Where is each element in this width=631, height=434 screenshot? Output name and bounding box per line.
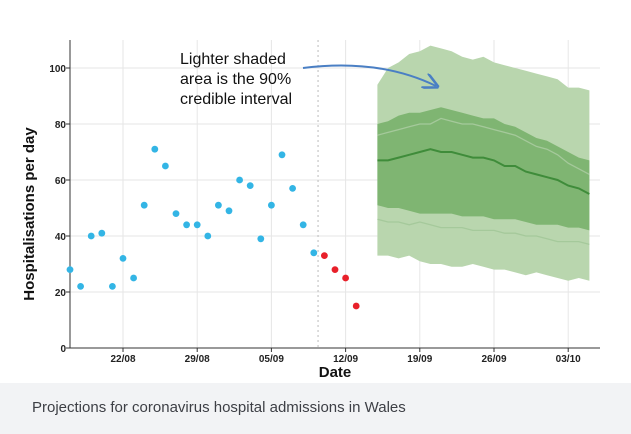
- observed-point-10: [162, 162, 169, 170]
- recent-point-4: [352, 302, 360, 310]
- observed-point-19: [257, 235, 265, 243]
- observed-point-18: [246, 182, 254, 190]
- annotation-line-2: area is the 90%: [180, 71, 291, 88]
- y-tick-label-0: 0: [60, 344, 66, 355]
- observed-point-3: [87, 232, 95, 240]
- observed-point-21: [278, 151, 286, 159]
- y-tick-label-60: 60: [55, 176, 67, 187]
- observed-point-14: [204, 232, 212, 240]
- y-tick-label-80: 80: [55, 120, 67, 131]
- observed-point-8: [140, 201, 148, 209]
- recent-point-3: [342, 274, 349, 282]
- y-tick-label-20: 20: [55, 288, 67, 299]
- x-axis-title: Date: [319, 364, 352, 381]
- observed-point-9: [151, 145, 159, 153]
- annotation-line-1: Lighter shaded: [180, 51, 286, 68]
- annotation-line-3: credible interval: [180, 91, 292, 108]
- observed-point-22: [289, 185, 296, 192]
- observed-point-20: [268, 201, 275, 209]
- figure-caption: Projections for coronavirus hospital adm…: [0, 383, 631, 434]
- recent-point-2: [331, 266, 339, 273]
- axis-labels: 0 20 40 60 80 100 22/08 29/08 05/09 12/09 19/09 26/…: [21, 64, 581, 381]
- observed-point-7: [130, 274, 138, 282]
- x-tick-label-05-09: 05/09: [259, 354, 284, 365]
- data-points: [66, 145, 360, 310]
- projection-upper-trace: [377, 117, 590, 175]
- observed-point-6: [119, 255, 127, 262]
- x-tick-label-26-09: 26/09: [481, 354, 506, 365]
- hospitalisations-chart: 0 20 40 60 80 100 22/08 29/08 05/09 12/09 19/09 26/…: [21, 40, 600, 381]
- observed-point-12: [183, 221, 191, 229]
- projection-bands: [377, 45, 590, 281]
- observed-point-24: [310, 249, 318, 257]
- annotation: Lighter shaded area is the 90% credible in…: [180, 51, 436, 108]
- x-tick-label-19-09: 19/09: [407, 354, 432, 365]
- observed-point-2: [77, 283, 84, 290]
- axes: [66, 40, 600, 352]
- observed-point-15: [215, 201, 222, 209]
- x-tick-label-22-08: 22/08: [110, 354, 135, 365]
- y-tick-label-100: 100: [49, 64, 66, 75]
- observed-point-16: [225, 207, 233, 215]
- projection-lower-trace: [377, 218, 590, 246]
- observed-point-13: [193, 221, 201, 229]
- credible-interval-50: [377, 107, 590, 231]
- observed-point-23: [299, 221, 307, 229]
- observed-point-5: [109, 283, 116, 290]
- observed-point-4: [98, 229, 106, 237]
- annotation-arrow: [302, 64, 436, 86]
- y-axis-title: Hospitalisations per day: [21, 127, 38, 301]
- observed-point-11: [172, 210, 180, 218]
- x-tick-label-29-08: 29/08: [185, 354, 210, 365]
- observed-point-1: [66, 266, 74, 273]
- observed-point-17: [236, 176, 244, 184]
- x-tick-label-12-09: 12/09: [333, 354, 358, 365]
- recent-point-1: [321, 252, 328, 259]
- x-tick-label-03-10: 03/10: [556, 354, 581, 365]
- y-tick-label-40: 40: [55, 232, 67, 243]
- projection-median-line: [377, 148, 590, 195]
